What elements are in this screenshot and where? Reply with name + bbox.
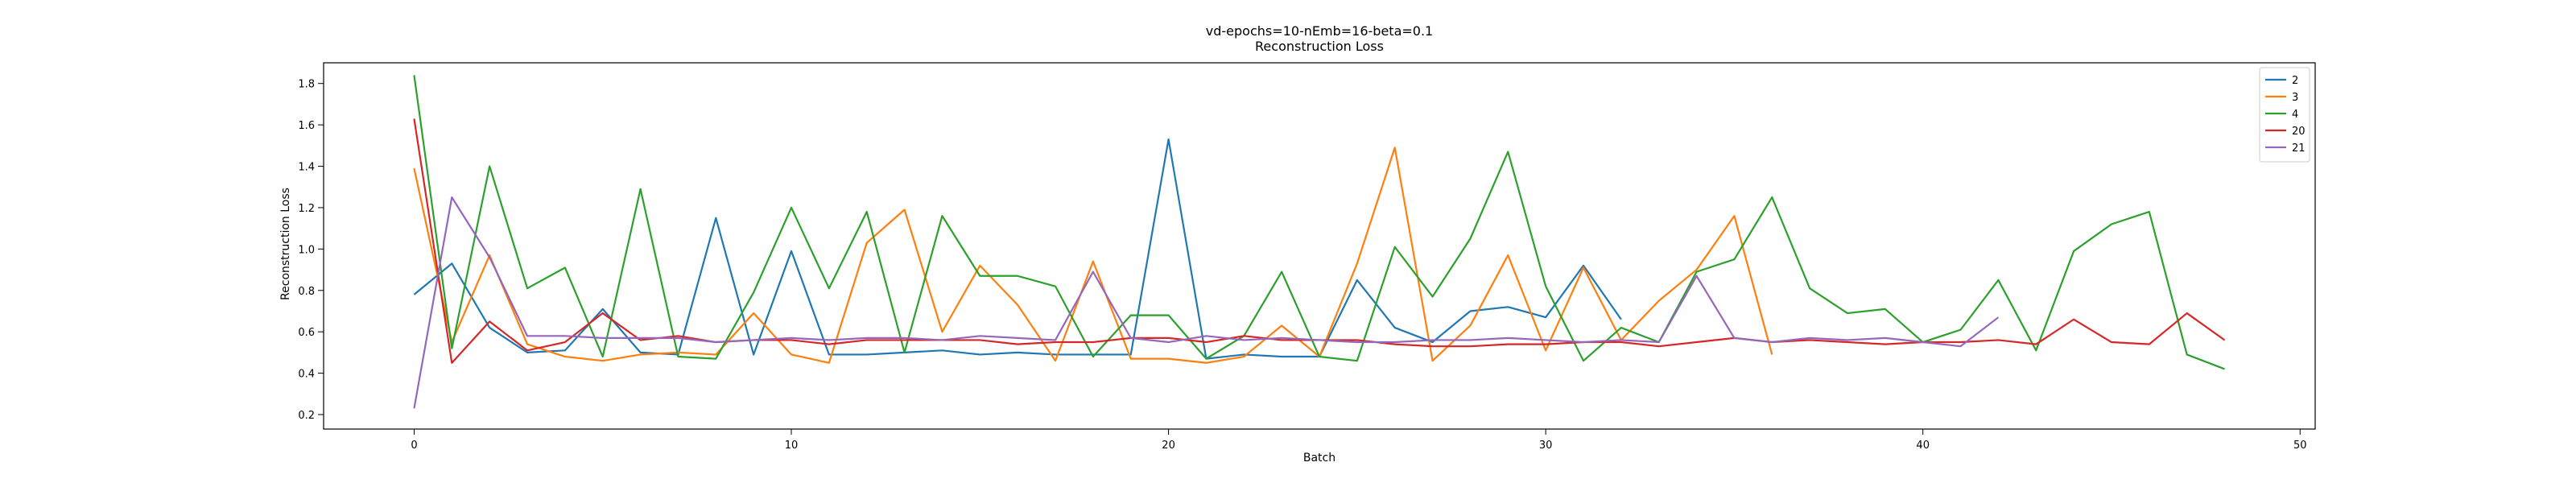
y-tick-label: 1.4: [298, 162, 315, 174]
legend-entry-3: 3: [2292, 92, 2298, 104]
y-tick-label: 1.8: [298, 79, 315, 91]
x-tick-label: 10: [785, 440, 799, 452]
chart-subtitle: Reconstruction Loss: [1255, 39, 1384, 54]
y-tick-label: 0.2: [298, 410, 315, 422]
x-tick-label: 0: [411, 440, 417, 452]
series-line-21: [413, 196, 2000, 409]
legend-box: [2259, 67, 2310, 163]
y-tick-label: 0.4: [298, 369, 315, 381]
y-axis-label: Reconstruction Loss: [279, 188, 292, 300]
plot-area: [413, 75, 2226, 409]
legend-entry-20: 20: [2292, 126, 2306, 138]
legend-entry-21: 21: [2292, 142, 2306, 155]
y-tick-label: 0.6: [298, 327, 315, 339]
y-tick-label: 1.0: [298, 244, 315, 256]
series-line-3: [413, 147, 1773, 364]
legend: 2 3 4 20 21: [2259, 67, 2310, 163]
legend-entry-4: 4: [2292, 109, 2298, 121]
chart-title: vd-epochs=10-nEmb=16-beta=0.1: [1206, 23, 1433, 39]
plot-frame: [323, 62, 2316, 430]
legend-entry-2: 2: [2292, 75, 2298, 87]
x-axis-label: Batch: [1303, 452, 1335, 464]
x-tick-label: 20: [1162, 440, 1175, 452]
x-axis: 0 10 20 30 40 50: [411, 429, 2307, 452]
x-tick-label: 30: [1539, 440, 1553, 452]
series-line-2: [413, 138, 1622, 360]
y-tick-label: 1.6: [298, 120, 315, 132]
y-tick-label: 0.8: [298, 286, 315, 298]
y-tick-label: 1.2: [298, 203, 315, 215]
x-tick-label: 50: [2293, 440, 2307, 452]
x-tick-label: 40: [1916, 440, 1930, 452]
y-axis: 0.2 0.4 0.6 0.8 1.0 1.2 1.4 1.6 1.8: [298, 79, 324, 422]
